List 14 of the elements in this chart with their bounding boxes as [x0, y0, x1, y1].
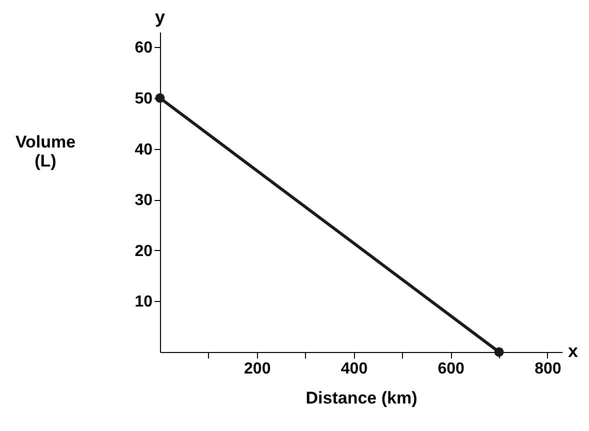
- y-tick-label: 50: [134, 90, 153, 108]
- y-tick-label: 30: [134, 192, 153, 210]
- x-tick-label: 400: [340, 360, 368, 378]
- x-axis-title: Distance (km): [306, 388, 418, 408]
- y-tick-label: 10: [134, 294, 153, 311]
- x-tick-label: 200: [244, 360, 271, 378]
- y-tick-label: 20: [134, 242, 153, 260]
- text: x: [568, 341, 578, 361]
- x-tick-label: 600: [438, 360, 465, 378]
- y-tick-label: 60: [134, 40, 153, 57]
- x-tick-label: 800: [534, 360, 562, 378]
- y-tick-label: 40: [134, 141, 153, 158]
- y-axis-title: Volume (L): [15, 132, 76, 170]
- text: y: [154, 7, 166, 27]
